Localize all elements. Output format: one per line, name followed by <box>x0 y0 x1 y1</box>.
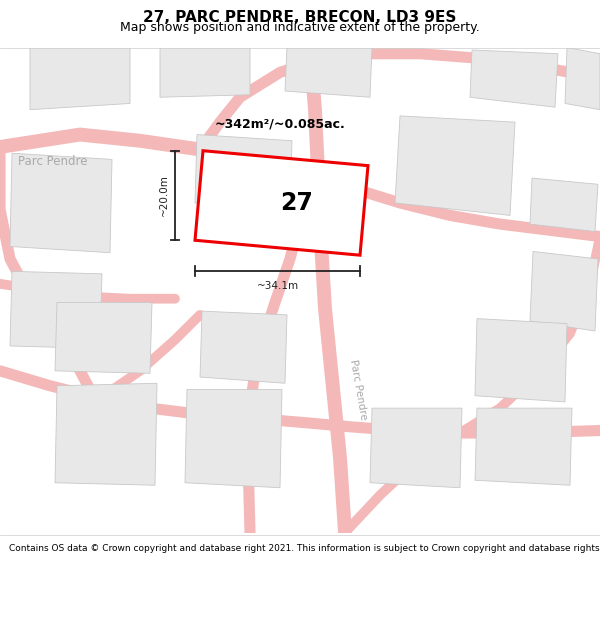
Polygon shape <box>475 319 567 402</box>
Polygon shape <box>195 151 368 255</box>
Polygon shape <box>470 50 558 108</box>
Text: 27: 27 <box>280 191 313 215</box>
Polygon shape <box>185 389 282 488</box>
Text: ~20.0m: ~20.0m <box>159 174 169 216</box>
Text: Map shows position and indicative extent of the property.: Map shows position and indicative extent… <box>120 21 480 34</box>
Text: 27, PARC PENDRE, BRECON, LD3 9ES: 27, PARC PENDRE, BRECON, LD3 9ES <box>143 11 457 26</box>
Text: ~34.1m: ~34.1m <box>256 281 299 291</box>
Polygon shape <box>30 48 130 109</box>
Polygon shape <box>200 311 287 383</box>
Polygon shape <box>195 134 292 212</box>
Text: Parc Pendre: Parc Pendre <box>322 181 332 243</box>
Polygon shape <box>55 302 152 373</box>
Polygon shape <box>160 48 250 98</box>
Polygon shape <box>530 251 598 331</box>
Polygon shape <box>395 116 515 216</box>
Polygon shape <box>10 153 112 252</box>
Text: Contains OS data © Crown copyright and database right 2021. This information is : Contains OS data © Crown copyright and d… <box>9 544 600 552</box>
Text: ~342m²/~0.085ac.: ~342m²/~0.085ac. <box>215 118 346 131</box>
Polygon shape <box>565 48 600 109</box>
Text: Parc Pendre: Parc Pendre <box>18 156 88 168</box>
Polygon shape <box>475 408 572 485</box>
Polygon shape <box>10 271 102 349</box>
Text: Parc Pendre: Parc Pendre <box>348 359 368 421</box>
Polygon shape <box>55 383 157 485</box>
Polygon shape <box>285 48 372 98</box>
Polygon shape <box>370 408 462 488</box>
Polygon shape <box>530 178 598 231</box>
